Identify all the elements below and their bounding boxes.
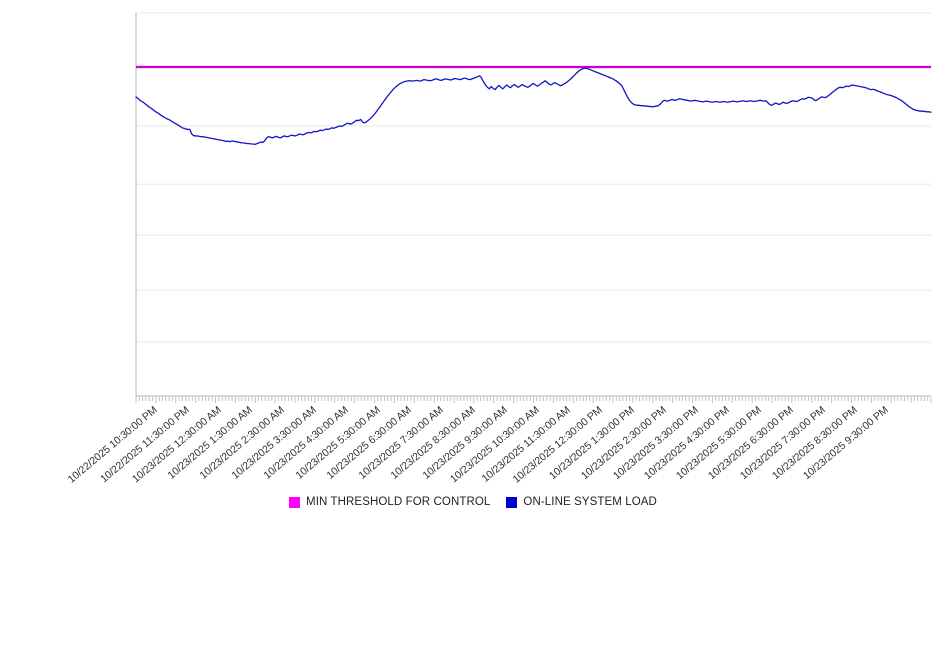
line-chart bbox=[135, 12, 932, 403]
x-axis-ticks bbox=[135, 397, 932, 403]
gridlines bbox=[136, 67, 931, 343]
legend-item-min-threshold[interactable]: MIN THRESHOLD FOR CONTROL bbox=[289, 496, 490, 508]
legend-label-system-load: ON-LINE SYSTEM LOAD bbox=[523, 496, 657, 508]
legend-item-system-load[interactable]: ON-LINE SYSTEM LOAD bbox=[506, 496, 657, 508]
legend-swatch-blue bbox=[506, 496, 518, 508]
data-series bbox=[135, 65, 932, 146]
legend-label-min-threshold: MIN THRESHOLD FOR CONTROL bbox=[306, 496, 491, 508]
on-line-system-load-line bbox=[135, 67, 932, 146]
chart-container: 10/22/2025 10:30:00 PM 10/22/2025 11:30:0… bbox=[0, 12, 946, 508]
chart-legend: MIN THRESHOLD FOR CONTROL ON-LINE SYSTEM… bbox=[0, 496, 946, 508]
legend-swatch-magenta bbox=[289, 496, 301, 508]
